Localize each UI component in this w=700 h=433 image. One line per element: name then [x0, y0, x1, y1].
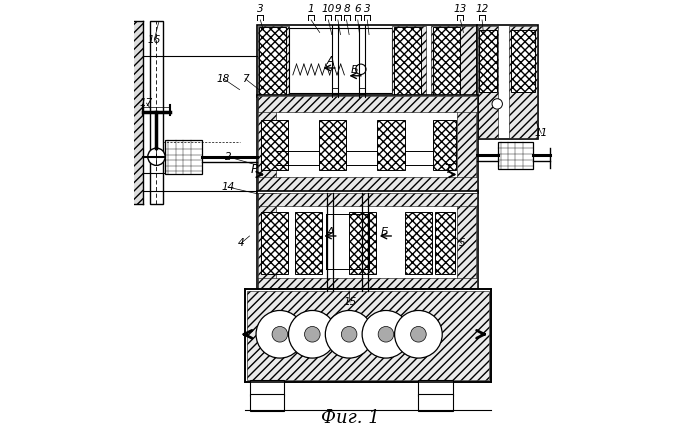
- Text: 3: 3: [364, 4, 370, 14]
- Text: 10: 10: [322, 4, 335, 14]
- Text: 3: 3: [257, 4, 264, 14]
- Text: Фиг. 1: Фиг. 1: [321, 409, 379, 427]
- Text: 17: 17: [140, 98, 153, 108]
- Bar: [247, 291, 489, 380]
- Bar: [258, 177, 477, 191]
- Text: Б: Б: [351, 65, 358, 75]
- Text: 1: 1: [308, 4, 314, 14]
- Bar: [477, 25, 538, 139]
- Bar: [258, 193, 477, 206]
- Bar: [249, 380, 284, 396]
- Bar: [318, 120, 346, 170]
- Bar: [258, 26, 289, 97]
- Bar: [259, 27, 286, 95]
- Bar: [134, 21, 143, 204]
- Bar: [419, 380, 453, 396]
- Bar: [405, 212, 432, 274]
- Bar: [258, 278, 477, 290]
- Circle shape: [326, 310, 373, 358]
- Text: 11: 11: [535, 128, 548, 139]
- Text: 9: 9: [335, 4, 341, 14]
- Text: 6: 6: [354, 4, 361, 14]
- Text: 2: 2: [225, 152, 231, 162]
- Bar: [431, 26, 476, 97]
- Text: 18: 18: [217, 74, 230, 84]
- Circle shape: [342, 326, 357, 342]
- Text: Б: Б: [382, 227, 388, 237]
- Bar: [245, 289, 491, 382]
- Text: 16: 16: [148, 35, 161, 45]
- Bar: [377, 120, 405, 170]
- Circle shape: [395, 310, 442, 358]
- Text: A: A: [326, 56, 334, 66]
- Bar: [261, 120, 288, 170]
- Circle shape: [378, 326, 393, 342]
- Text: A: A: [326, 227, 334, 237]
- Bar: [257, 95, 477, 193]
- Circle shape: [356, 64, 366, 74]
- Bar: [257, 191, 477, 291]
- Text: T: T: [444, 163, 452, 176]
- Bar: [457, 193, 477, 290]
- Circle shape: [256, 310, 304, 358]
- Circle shape: [411, 326, 426, 342]
- Circle shape: [288, 310, 336, 358]
- Circle shape: [492, 99, 503, 109]
- Text: 8: 8: [343, 4, 350, 14]
- Bar: [435, 212, 455, 274]
- Bar: [249, 394, 284, 411]
- Bar: [150, 21, 163, 204]
- Circle shape: [148, 148, 165, 165]
- Text: 12: 12: [475, 4, 489, 14]
- Bar: [419, 394, 453, 411]
- Bar: [257, 25, 477, 97]
- Bar: [289, 28, 393, 93]
- Bar: [393, 27, 421, 95]
- Bar: [258, 96, 477, 112]
- Bar: [258, 193, 276, 290]
- Bar: [480, 30, 497, 92]
- Bar: [478, 26, 498, 138]
- Text: 5: 5: [458, 238, 465, 249]
- Circle shape: [304, 326, 320, 342]
- Bar: [165, 140, 202, 174]
- Bar: [510, 26, 537, 138]
- Bar: [457, 97, 477, 191]
- Bar: [393, 26, 426, 97]
- Text: 7: 7: [242, 74, 248, 84]
- Circle shape: [362, 310, 410, 358]
- Bar: [349, 212, 377, 274]
- Bar: [498, 142, 533, 169]
- Text: 14: 14: [221, 182, 234, 192]
- Bar: [433, 120, 456, 170]
- Bar: [433, 27, 459, 95]
- Text: P: P: [251, 163, 258, 176]
- Text: 4: 4: [237, 238, 244, 249]
- Bar: [295, 212, 322, 274]
- Text: 15: 15: [344, 297, 356, 307]
- Text: 13: 13: [454, 4, 467, 14]
- Bar: [511, 30, 536, 92]
- Bar: [258, 97, 276, 191]
- Bar: [261, 212, 288, 274]
- Circle shape: [272, 326, 288, 342]
